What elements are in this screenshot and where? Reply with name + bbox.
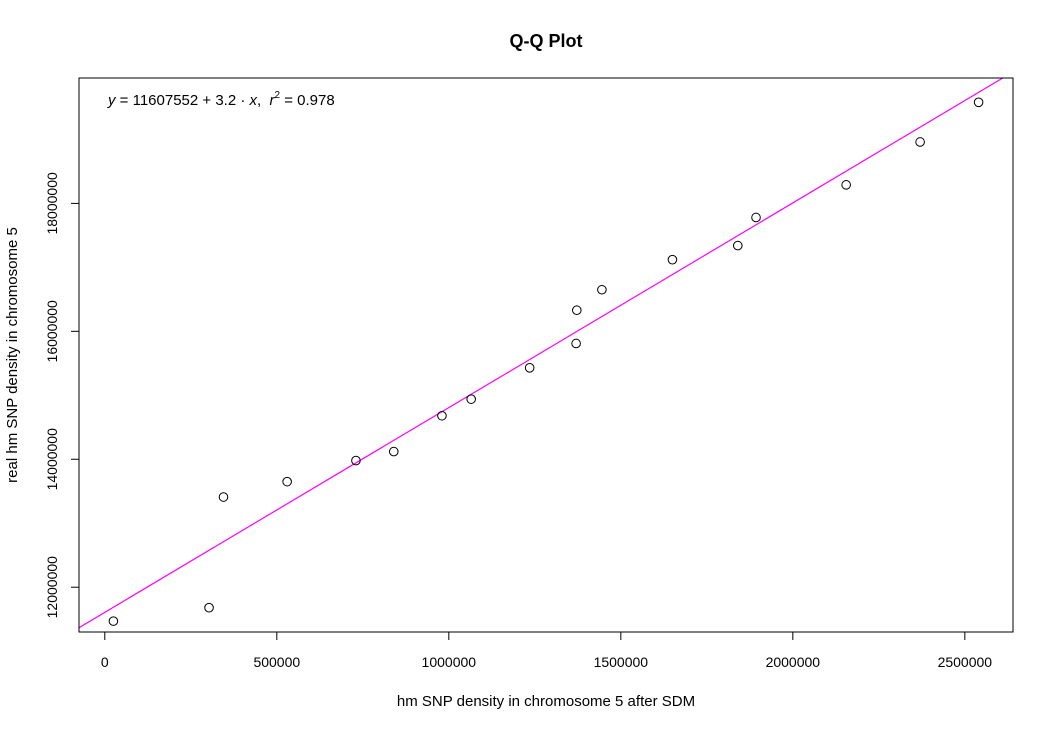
- data-point: [915, 137, 925, 147]
- fit-line-layer: [79, 78, 1004, 629]
- data-point: [667, 254, 678, 265]
- fit-equation-separator: ,: [257, 92, 270, 109]
- points-layer: [108, 97, 984, 626]
- regression-line: [79, 78, 1004, 629]
- y-axis-label: real hm SNP density in chromosome 5: [4, 227, 21, 483]
- data-point: [351, 455, 361, 466]
- data-point: [204, 602, 214, 613]
- y-tick-label: 12000000: [44, 556, 60, 619]
- fit-equation-body: = 11607552 + 3.2 ·: [116, 92, 250, 109]
- data-point: [571, 305, 582, 316]
- x-tick-label: 0: [101, 654, 109, 670]
- fit-equation-exponent: 2: [275, 90, 281, 101]
- fit-equation-y: y: [107, 92, 117, 109]
- data-point: [437, 410, 447, 421]
- x-axis: 0 500000 1000000 1500000 2000000 2500000: [101, 631, 993, 670]
- data-point: [973, 97, 984, 108]
- y-axis: 12000000 14000000 16000000 18000000: [44, 172, 80, 619]
- x-tick-label: 500000: [253, 654, 300, 670]
- y-tick-label: 18000000: [44, 172, 60, 235]
- chart-title: Q-Q Plot: [510, 31, 583, 51]
- fit-equation-r2-value: = 0.978: [280, 92, 335, 109]
- plot-frame: [78, 77, 1014, 633]
- data-point: [388, 446, 399, 457]
- x-tick-label: 2500000: [938, 654, 993, 670]
- fit-equation-r: r: [270, 92, 276, 109]
- x-axis-label: hm SNP density in chromosome 5 after SDM: [397, 693, 695, 710]
- fit-equation-x: x: [249, 92, 258, 109]
- x-tick-label: 1000000: [422, 654, 477, 670]
- x-tick-label: 1500000: [594, 654, 649, 670]
- x-tick-label: 2000000: [766, 654, 821, 670]
- y-tick-label: 16000000: [44, 300, 60, 363]
- data-point: [282, 476, 292, 487]
- data-point: [751, 212, 761, 223]
- data-point: [524, 362, 535, 373]
- data-point: [108, 616, 119, 626]
- data-point: [732, 240, 743, 251]
- fit-equation: y = 11607552 + 3.2 · x, r2 = 0.978: [107, 90, 335, 109]
- data-point: [597, 284, 607, 295]
- data-point: [841, 180, 851, 190]
- y-tick-label: 14000000: [44, 428, 60, 491]
- data-point: [218, 492, 229, 502]
- data-point: [466, 394, 476, 404]
- data-point: [571, 338, 581, 349]
